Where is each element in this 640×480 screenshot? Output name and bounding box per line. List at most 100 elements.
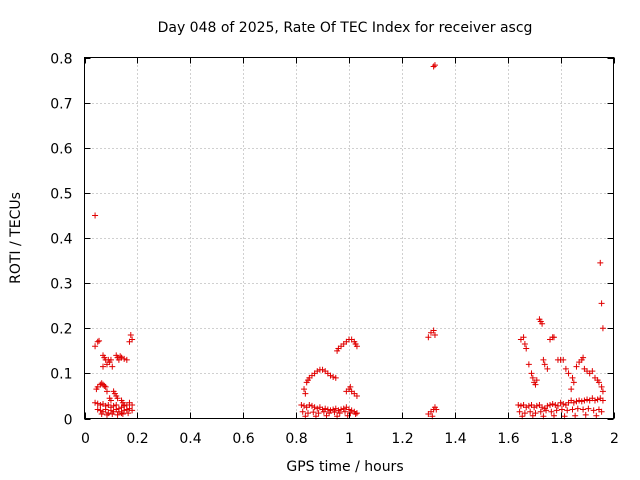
data-point <box>92 212 99 219</box>
data-point <box>102 406 109 413</box>
data-point <box>569 406 576 413</box>
data-point <box>315 410 322 417</box>
data-point <box>589 368 596 375</box>
data-point <box>552 401 559 408</box>
data-point <box>347 383 354 390</box>
data-point <box>585 405 592 412</box>
data-point <box>107 407 114 414</box>
data-point <box>590 407 597 414</box>
data-point <box>121 407 128 414</box>
data-point <box>319 366 326 373</box>
data-point <box>433 406 440 413</box>
data-point <box>529 374 536 381</box>
data-point <box>560 401 567 408</box>
data-point <box>94 400 101 407</box>
y-tick-label: 0.8 <box>50 52 72 68</box>
data-point <box>320 408 327 415</box>
data-point <box>119 410 126 417</box>
data-point <box>342 408 349 415</box>
y-axis-label: ROTI / TECUs <box>8 192 24 284</box>
data-point <box>123 356 130 363</box>
data-point <box>314 368 321 375</box>
data-point <box>330 373 337 380</box>
data-point <box>347 410 354 417</box>
data-point <box>114 411 121 418</box>
data-point <box>544 365 551 372</box>
data-point <box>591 397 598 404</box>
data-point <box>521 341 528 348</box>
x-tick-label: 1.8 <box>550 431 572 447</box>
data-point <box>584 396 591 403</box>
data-point <box>323 412 330 419</box>
data-point <box>581 397 588 404</box>
data-point <box>570 399 577 406</box>
data-point <box>565 370 572 377</box>
data-point <box>537 408 544 415</box>
data-point <box>310 409 317 416</box>
data-point <box>598 408 605 415</box>
y-tick-label: 0.5 <box>50 187 72 203</box>
y-tick-label: 0.4 <box>50 232 72 248</box>
data-point <box>107 356 114 363</box>
data-point <box>543 407 550 414</box>
data-point <box>311 404 318 411</box>
y-tick-labels: 0 0.1 0.2 0.3 0.4 0.5 0.6 0.7 0.8 <box>50 52 72 429</box>
data-point <box>595 379 602 386</box>
data-point <box>598 300 605 307</box>
data-point <box>573 398 580 405</box>
data-point <box>129 407 136 414</box>
y-tick-label: 0.1 <box>50 367 72 383</box>
data-point <box>353 410 360 417</box>
data-point <box>431 62 438 69</box>
data-point <box>308 402 315 409</box>
data-point <box>523 345 530 352</box>
x-tick-label: 1 <box>345 431 354 447</box>
data-point <box>109 410 116 417</box>
data-point <box>430 63 437 70</box>
data-point <box>531 404 538 411</box>
data-point <box>305 410 312 417</box>
data-point <box>517 402 524 409</box>
data-point <box>549 401 556 408</box>
data-point <box>98 410 105 417</box>
data-point <box>117 353 124 360</box>
data-point <box>539 404 546 411</box>
data-point <box>100 363 107 370</box>
data-point <box>553 407 560 414</box>
data-point <box>558 406 565 413</box>
data-point <box>541 361 548 368</box>
x-tick-label: 0.2 <box>126 431 148 447</box>
data-point <box>338 406 345 413</box>
data-point <box>527 408 534 415</box>
data-point <box>97 407 104 414</box>
data-point <box>110 402 117 409</box>
data-point <box>114 395 121 402</box>
x-tick-label: 0 <box>81 431 90 447</box>
data-point <box>532 381 539 388</box>
data-point <box>599 388 606 395</box>
data-point <box>121 355 128 362</box>
data-point <box>562 365 569 372</box>
data-point <box>101 383 108 390</box>
data-point <box>102 383 109 390</box>
data-point <box>332 374 339 381</box>
data-point <box>129 401 136 408</box>
data-point <box>580 354 587 361</box>
data-point <box>123 406 130 413</box>
data-point <box>326 410 333 417</box>
grid <box>84 57 614 419</box>
y-tick-label: 0.7 <box>50 97 72 113</box>
data-point <box>127 332 134 339</box>
data-point <box>560 356 567 363</box>
data-point <box>96 337 103 344</box>
data-point <box>352 410 359 417</box>
y-tick-label: 0.3 <box>50 277 72 293</box>
data-point <box>322 405 329 412</box>
data-point <box>544 402 551 409</box>
x-tick-label: 0.6 <box>232 431 254 447</box>
data-point <box>348 407 355 414</box>
data-point <box>529 412 536 419</box>
data-point <box>540 356 547 363</box>
data-point <box>94 406 101 413</box>
data-point <box>525 361 532 368</box>
